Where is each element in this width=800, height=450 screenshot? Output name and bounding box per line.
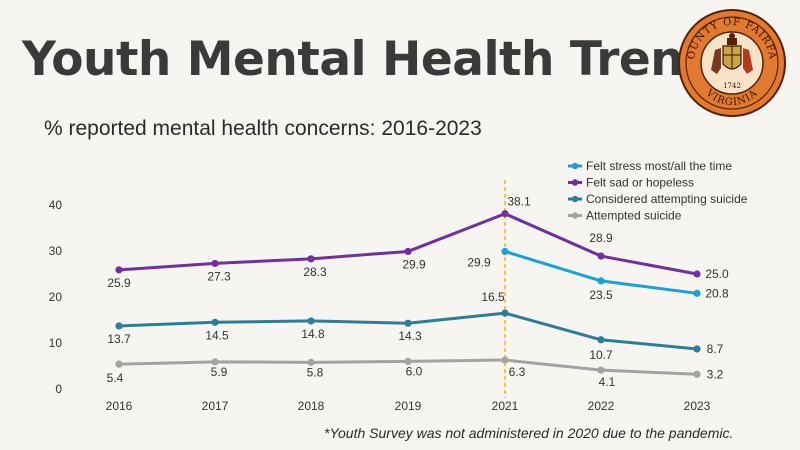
data-label: 3.2 [707,367,724,381]
x-tick-label: 2016 [106,399,133,413]
data-point [211,358,219,366]
data-label: 14.8 [301,327,325,341]
y-tick-label: 10 [49,336,63,350]
x-tick-label: 2017 [202,399,229,413]
y-tick-label: 0 [55,382,62,396]
data-label: 20.8 [705,286,729,300]
data-label: 25.0 [705,267,729,281]
y-tick-label: 30 [49,244,63,258]
data-point [307,317,315,325]
x-tick-label: 2021 [492,399,519,413]
data-point [115,322,123,330]
data-point [307,255,315,263]
data-label: 5.8 [307,365,324,379]
data-point [693,345,701,353]
data-label: 29.9 [402,257,426,271]
data-label: 27.3 [207,269,231,283]
data-point [211,259,219,268]
footnote: *Youth Survey was not administered in 20… [324,425,734,441]
data-label: 4.1 [599,375,616,389]
data-point [693,289,701,297]
x-tick-label: 2018 [298,399,325,413]
data-point [501,356,509,364]
data-point [597,277,605,285]
data-point [404,357,412,365]
county-seal-logo: COUNTY OF FAIRFAX VIRGINIA 1742 [677,8,786,117]
y-tick-label: 20 [49,290,63,304]
chart-subtitle: % reported mental health concerns: 2016-… [44,117,482,140]
data-label: 28.3 [303,265,327,279]
data-label: 5.4 [107,371,124,385]
data-label: 28.9 [589,231,613,245]
data-point [404,319,412,327]
data-point [115,360,123,368]
data-label: 16.5 [481,290,505,304]
data-label: 8.7 [707,342,724,356]
data-label: 13.7 [107,332,131,346]
data-label: 25.9 [107,276,131,290]
x-tick-label: 2019 [395,399,422,413]
legend-entry: Considered attempting suicide [586,192,748,206]
legend-swatch-marker [571,212,579,219]
data-point [597,336,605,344]
x-tick-label: 2023 [684,399,711,413]
data-point [501,247,509,256]
data-point [597,366,605,374]
y-tick-label: 40 [49,198,63,212]
data-label: 5.9 [211,365,228,379]
data-point [501,210,509,218]
page-title: Youth Mental Health Trends [22,32,744,87]
data-point [693,270,701,278]
data-label: 38.1 [507,195,531,209]
legend-swatch-marker [571,162,579,170]
legend-entry: Attempted suicide [586,209,682,223]
data-label: 6.0 [406,364,423,378]
data-label: 14.3 [398,329,422,343]
legend-swatch-marker [571,179,579,186]
data-point [501,309,509,317]
data-point [211,318,219,326]
data-label: 10.7 [589,348,613,362]
data-label: 23.5 [589,288,613,302]
data-point [693,370,701,378]
data-point [597,252,605,260]
data-label: 6.3 [509,365,526,379]
x-tick-label: 2022 [588,399,615,413]
data-point [307,358,315,366]
data-label: 29.9 [467,255,491,269]
data-point [404,247,412,256]
data-label: 14.5 [205,328,229,342]
data-point [115,266,123,274]
legend-swatch-marker [571,195,579,203]
legend-entry: Felt stress most/all the time [586,159,732,173]
svg-text:1742: 1742 [723,82,741,90]
legend-entry: Felt sad or hopeless [586,176,694,190]
